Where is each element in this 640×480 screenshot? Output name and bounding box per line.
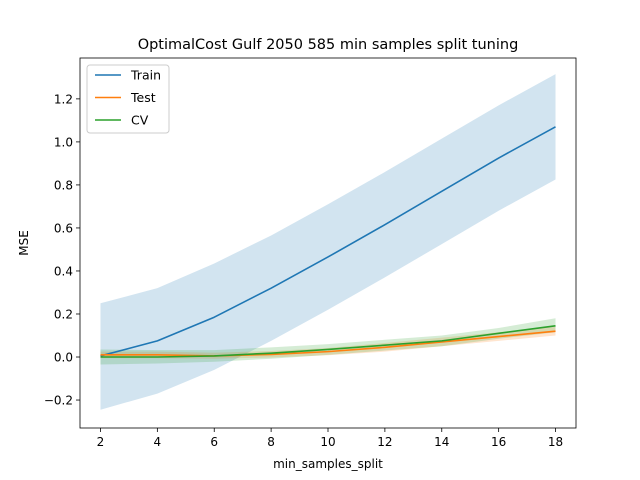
y-tick-label: 1.0 (54, 135, 73, 149)
cv-series-line (100, 325, 556, 358)
cv-confidence-band (100, 318, 556, 365)
x-tick-label: 10 (320, 435, 335, 449)
legend-label-test: Test (130, 90, 156, 105)
y-tick-label: 0.0 (54, 351, 73, 365)
y-tick-label: 0.6 (54, 221, 73, 235)
y-tick-label: 0.4 (54, 264, 73, 278)
x-tick-label: 6 (210, 435, 218, 449)
test-series-line (100, 330, 556, 357)
train-confidence-band (100, 74, 556, 410)
x-tick-label: 4 (154, 435, 162, 449)
y-axis-ticks: −0.2 0.0 0.2 0.4 0.6 0.8 1.0 1.2 (44, 92, 80, 408)
legend: Train Test CV (86, 64, 170, 134)
x-axis-ticks: 2 4 6 8 10 12 14 16 18 (97, 428, 563, 449)
legend-label-train: Train (130, 68, 161, 83)
y-tick-label: −0.2 (44, 394, 73, 408)
y-axis-label: MSE (17, 230, 31, 256)
legend-label-cv: CV (131, 113, 149, 128)
x-axis-label: min_samples_split (273, 457, 383, 471)
series-lines (100, 126, 556, 358)
y-tick-label: 1.2 (54, 92, 73, 106)
train-series-line (100, 126, 556, 357)
x-tick-label: 18 (548, 435, 563, 449)
y-tick-label: 0.8 (54, 178, 73, 192)
x-tick-label: 8 (267, 435, 275, 449)
y-tick-label: 0.2 (54, 307, 73, 321)
chart-title: OptimalCost Gulf 2050 585 min samples sp… (138, 37, 519, 53)
x-tick-label: 12 (377, 435, 392, 449)
x-tick-label: 16 (491, 435, 506, 449)
x-tick-label: 2 (97, 435, 105, 449)
x-tick-label: 14 (434, 435, 449, 449)
legend-box (86, 64, 170, 134)
